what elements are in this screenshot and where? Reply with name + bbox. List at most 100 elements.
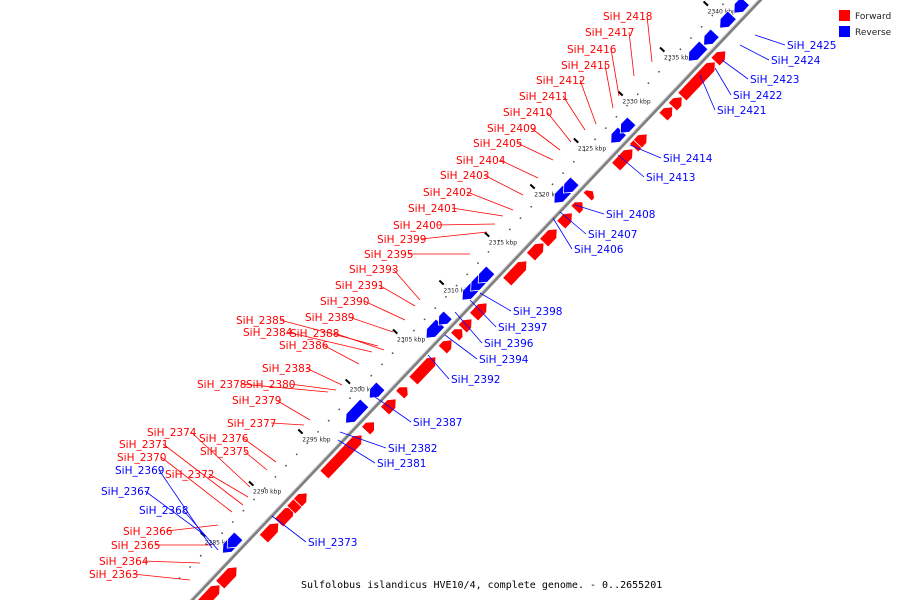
reverse-gene-arrow xyxy=(562,176,580,194)
forward-gene-label: SiH_2384 xyxy=(243,327,293,339)
scale-dot xyxy=(455,284,458,287)
reverse-gene-label: SiH_2425 xyxy=(787,40,836,52)
forward-leader xyxy=(451,207,504,217)
reverse-gene-arrow xyxy=(226,531,244,549)
reverse-gene-arrow xyxy=(719,10,737,29)
gene-features xyxy=(196,0,751,600)
forward-gene-label: SiH_2365 xyxy=(111,540,160,552)
scale-dot xyxy=(690,37,692,39)
reverse-gene-label: SiH_2406 xyxy=(574,244,624,256)
forward-gene-arrow xyxy=(677,61,716,102)
forward-gene-label: SiH_2386 xyxy=(279,340,329,352)
reverse-leader xyxy=(699,74,716,111)
legend-reverse-swatch xyxy=(839,26,850,37)
forward-gene-arrow xyxy=(292,492,308,508)
scale-dot xyxy=(466,273,469,276)
reverse-gene-label: SiH_2414 xyxy=(663,153,713,165)
forward-gene-arrow xyxy=(379,398,397,416)
genome-backbone xyxy=(189,0,763,600)
reverse-gene-label: SiH_2369 xyxy=(115,465,164,477)
scale-label: 2295 kbp xyxy=(302,437,330,444)
reverse-gene-label: SiH_2421 xyxy=(717,105,766,117)
scale-label: 2300 kbp xyxy=(350,387,378,394)
forward-gene-arrow xyxy=(468,302,488,322)
forward-leader xyxy=(166,524,219,532)
label-leaders xyxy=(132,15,786,581)
reverse-leader xyxy=(617,154,645,178)
forward-leader xyxy=(546,111,572,143)
forward-gene-label: SiH_2400 xyxy=(393,220,442,232)
legend-forward-swatch xyxy=(839,10,850,21)
reverse-gene-arrow xyxy=(368,381,386,399)
legend-reverse-label: Reverse xyxy=(855,28,892,38)
reverse-leader xyxy=(559,211,587,235)
reverse-leader xyxy=(144,490,207,537)
forward-leader xyxy=(142,560,201,564)
forward-gene-arrow xyxy=(502,260,528,287)
scale-dot xyxy=(370,374,373,377)
forward-gene-arrow xyxy=(582,189,596,202)
scale-dot xyxy=(413,329,415,332)
forward-gene-label: SiH_2385 xyxy=(236,315,285,327)
forward-gene-label: SiH_2383 xyxy=(262,363,311,375)
forward-leader xyxy=(132,573,191,581)
forward-gene-label: SiH_2377 xyxy=(227,418,276,430)
reverse-gene-arrow xyxy=(703,28,720,46)
forward-gene-label: SiH_2418 xyxy=(603,11,652,23)
scale-dot xyxy=(594,138,596,141)
scale-dot xyxy=(221,532,224,535)
forward-gene-label: SiH_2370 xyxy=(117,452,166,464)
scale-dot xyxy=(679,48,682,51)
reverse-gene-label: SiH_2394 xyxy=(479,354,529,366)
forward-gene-arrow xyxy=(538,228,558,248)
forward-gene-arrow xyxy=(258,522,280,544)
forward-gene-label: SiH_2364 xyxy=(99,556,149,568)
scale-label: 2335 kbp xyxy=(664,55,692,62)
forward-leader xyxy=(466,191,514,211)
scale-dot xyxy=(477,262,479,264)
forward-gene-label: SiH_2412 xyxy=(536,75,585,87)
scale-dot xyxy=(583,149,586,152)
scale-dot xyxy=(508,228,511,231)
scale-tick xyxy=(529,183,536,190)
scale-dot xyxy=(562,172,564,175)
reverse-gene-arrow xyxy=(345,398,370,424)
forward-gene-label: SiH_2415 xyxy=(561,60,610,72)
forward-gene-label: SiH_2401 xyxy=(408,203,457,215)
forward-gene-label: SiH_2375 xyxy=(200,446,249,458)
forward-leader xyxy=(160,456,233,513)
forward-gene-label: SiH_2417 xyxy=(585,27,634,39)
forward-gene-arrow xyxy=(360,421,375,436)
reverse-gene-label: SiH_2413 xyxy=(646,172,695,184)
reverse-gene-label: SiH_2397 xyxy=(498,322,547,334)
forward-gene-arrow xyxy=(658,106,674,122)
reverse-gene-arrow xyxy=(477,265,496,284)
forward-gene-arrow xyxy=(667,96,683,112)
forward-leader xyxy=(628,31,635,77)
reverse-leader xyxy=(739,44,770,61)
scale-dot xyxy=(722,3,724,6)
reverse-leader xyxy=(721,59,749,80)
reverse-gene-label: SiH_2368 xyxy=(139,505,188,517)
reverse-gene-label: SiH_2381 xyxy=(377,458,426,470)
forward-gene-label: SiH_2402 xyxy=(423,187,472,199)
reverse-gene-label: SiH_2367 xyxy=(101,486,150,498)
scale-dot xyxy=(349,397,351,400)
forward-leader xyxy=(322,344,360,365)
scale-tick xyxy=(702,0,709,7)
forward-gene-label: SiH_2389 xyxy=(305,312,354,324)
forward-leader xyxy=(190,431,251,488)
scale-dot xyxy=(626,104,628,107)
reverse-leader xyxy=(339,431,387,449)
reverse-leader xyxy=(714,67,732,96)
forward-gene-label: SiH_2363 xyxy=(89,569,138,581)
forward-gene-arrow xyxy=(556,212,573,230)
forward-leader xyxy=(420,231,488,240)
reverse-gene-label: SiH_2408 xyxy=(606,209,655,221)
reverse-gene-label: SiH_2424 xyxy=(771,55,821,67)
forward-leader xyxy=(243,450,268,471)
forward-gene-label: SiH_2366 xyxy=(123,526,173,538)
forward-gene-label: SiH_2399 xyxy=(377,234,426,246)
reverse-leader xyxy=(552,217,573,250)
forward-leader xyxy=(305,367,343,386)
